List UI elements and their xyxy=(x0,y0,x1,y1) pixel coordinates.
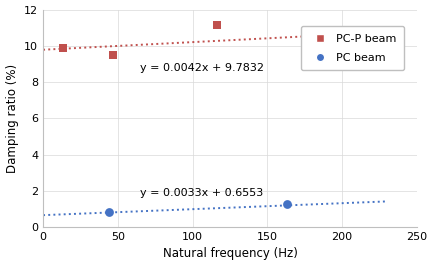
Point xyxy=(59,45,66,50)
X-axis label: Natural frequency (Hz): Natural frequency (Hz) xyxy=(162,247,297,260)
Point xyxy=(213,23,220,27)
Text: y = 0.0042x + 9.7832: y = 0.0042x + 9.7832 xyxy=(140,63,264,73)
Point xyxy=(110,53,117,57)
Legend: PC-P beam, PC beam: PC-P beam, PC beam xyxy=(301,26,404,70)
Point xyxy=(334,40,341,44)
Y-axis label: Damping ratio (%): Damping ratio (%) xyxy=(6,64,19,173)
Text: y = 0.0033x + 0.6553: y = 0.0033x + 0.6553 xyxy=(140,188,264,198)
Point xyxy=(105,210,112,214)
Point xyxy=(283,202,290,206)
